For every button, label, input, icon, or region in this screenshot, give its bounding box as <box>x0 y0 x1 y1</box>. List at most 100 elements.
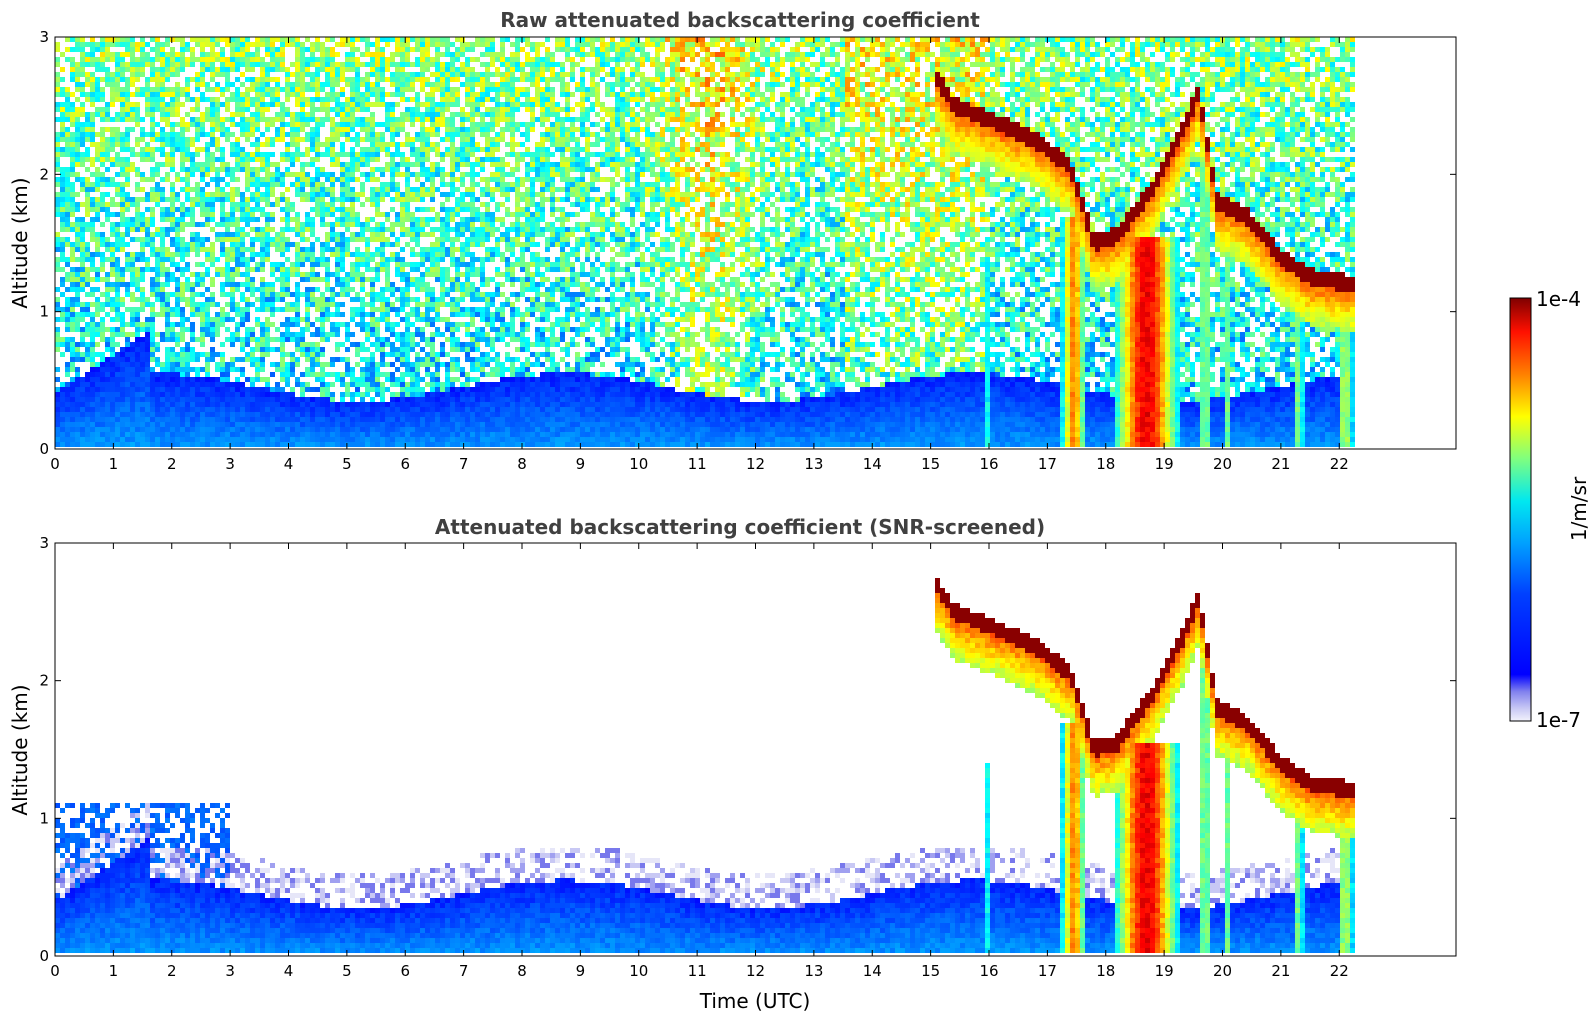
heatmap-cell <box>1185 102 1190 107</box>
heatmap-cell <box>1325 97 1330 102</box>
heatmap-cell <box>1060 102 1065 107</box>
heatmap-cell <box>410 117 415 122</box>
heatmap-cell <box>245 37 250 42</box>
heatmap-cell <box>860 122 865 127</box>
heatmap-cell <box>1080 157 1085 162</box>
heatmap-cell <box>675 147 680 152</box>
heatmap-cell <box>105 112 110 117</box>
heatmap-cell <box>875 37 880 42</box>
heatmap-cell <box>135 152 140 157</box>
heatmap-cell <box>1020 97 1025 102</box>
heatmap-cell <box>530 112 535 117</box>
heatmap-cell <box>615 77 620 82</box>
heatmap-cell <box>680 137 685 142</box>
heatmap-cell <box>680 127 685 132</box>
heatmap-cell <box>1310 47 1315 52</box>
heatmap-cell <box>965 67 970 72</box>
heatmap-cell <box>80 52 85 57</box>
heatmap-cell <box>705 122 710 127</box>
heatmap-cell <box>615 112 620 117</box>
heatmap-cell <box>1335 137 1340 142</box>
heatmap-cell <box>575 157 580 162</box>
heatmap-cell <box>395 142 400 147</box>
heatmap-cell <box>1295 97 1300 102</box>
heatmap-cell <box>735 37 740 42</box>
heatmap-cell <box>1240 57 1245 62</box>
heatmap-cell <box>1030 132 1035 137</box>
heatmap-cell <box>175 107 180 112</box>
heatmap-cell <box>975 77 980 82</box>
heatmap-cell <box>810 77 815 82</box>
heatmap-cell <box>610 142 615 147</box>
heatmap-cell <box>295 147 300 152</box>
heatmap-cell <box>320 142 325 147</box>
heatmap-cell <box>750 147 755 152</box>
heatmap-cell <box>135 77 140 82</box>
heatmap-cell <box>625 97 630 102</box>
heatmap-cell <box>135 47 140 52</box>
heatmap-cell <box>1145 62 1150 67</box>
heatmap-cell <box>370 157 375 162</box>
heatmap-cell <box>380 137 385 142</box>
heatmap-cell <box>100 107 105 112</box>
heatmap-cell <box>830 42 835 47</box>
heatmap-cell <box>860 137 865 142</box>
heatmap-cell <box>840 132 845 137</box>
heatmap-cell <box>795 82 800 87</box>
heatmap-cell <box>655 37 660 42</box>
heatmap-cell <box>1275 122 1280 127</box>
heatmap-cell <box>890 127 895 132</box>
heatmap-cell <box>820 142 825 147</box>
heatmap-cell <box>690 47 695 52</box>
heatmap-cell <box>1290 102 1295 107</box>
heatmap-cell <box>245 132 250 137</box>
heatmap-cell <box>1270 147 1275 152</box>
heatmap-cell <box>125 37 130 42</box>
heatmap-cell <box>915 137 920 142</box>
heatmap-cell <box>545 37 550 42</box>
heatmap-cell <box>160 72 165 77</box>
heatmap-cell <box>1280 92 1285 97</box>
heatmap-cell <box>700 82 705 87</box>
heatmap-cell <box>435 122 440 127</box>
heatmap-cell <box>1060 147 1065 152</box>
heatmap-cell <box>805 92 810 97</box>
heatmap-cell <box>190 117 195 122</box>
heatmap-cell <box>85 152 90 157</box>
heatmap-cell <box>1095 137 1100 142</box>
heatmap-cell <box>1250 152 1255 157</box>
heatmap-cell <box>1305 42 1310 47</box>
panel-title: Raw attenuated backscattering coefficien… <box>500 8 980 32</box>
heatmap-cell <box>635 137 640 142</box>
heatmap-cell <box>345 37 350 42</box>
heatmap-cell <box>895 47 900 52</box>
heatmap-cell <box>470 117 475 122</box>
heatmap-cell <box>470 47 475 52</box>
heatmap-cell <box>935 37 940 42</box>
heatmap-cell <box>1350 82 1355 87</box>
heatmap-cell <box>875 152 880 157</box>
heatmap-cell <box>465 132 470 137</box>
heatmap-cell <box>645 102 650 107</box>
heatmap-cell <box>695 87 700 92</box>
heatmap-cell <box>305 82 310 87</box>
heatmap-cell <box>1095 42 1100 47</box>
heatmap-cell <box>710 152 715 157</box>
heatmap-cell <box>75 132 80 137</box>
heatmap-cell <box>630 92 635 97</box>
heatmap-cell <box>445 87 450 92</box>
heatmap-cell <box>810 122 815 127</box>
heatmap-cell <box>965 127 970 132</box>
heatmap-cell <box>705 57 710 62</box>
heatmap-cell <box>150 107 155 112</box>
heatmap-cell <box>695 77 700 82</box>
heatmap-cell <box>585 137 590 142</box>
heatmap-cell <box>95 157 100 162</box>
heatmap-cell <box>405 107 410 112</box>
heatmap-cell <box>1205 152 1210 157</box>
heatmap-cell <box>935 77 940 82</box>
heatmap-cell <box>1105 147 1110 152</box>
heatmap-cell <box>995 37 1000 42</box>
heatmap-cell <box>525 52 530 57</box>
heatmap-cell <box>1230 82 1235 87</box>
